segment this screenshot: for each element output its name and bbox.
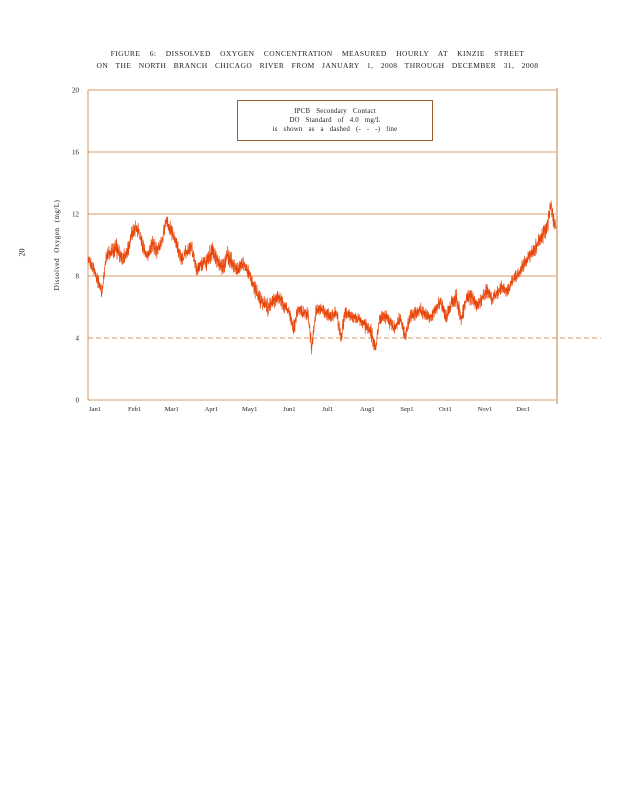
x-tick-label: Jan1 (89, 406, 101, 413)
x-tick-label: Mar1 (165, 406, 179, 413)
x-tick-label: Aug1 (360, 406, 375, 413)
legend-line-3: is shown as a dashed (- - -) line (272, 126, 398, 134)
x-tick-label: Nov1 (478, 406, 493, 413)
figure-title: FIGURE 6: DISSOLVED OXYGEN CONCENTRATION… (95, 49, 540, 71)
x-tick-label: Jun1 (283, 406, 295, 413)
x-tick-label: Jul1 (322, 406, 333, 413)
y-tick-label: 16 (72, 149, 80, 157)
x-tick-label: Dec1 (516, 406, 530, 413)
legend-box: IPCB Secondary Contact DO Standard of 4.… (237, 100, 433, 141)
legend-line-1: IPCB Secondary Contact (294, 107, 376, 115)
x-tick-label: Feb1 (128, 406, 141, 413)
y-tick-label: 4 (76, 335, 80, 343)
x-tick-label: May1 (242, 406, 257, 413)
legend-line-2: DO Standard of 4.0 mg/L (289, 116, 381, 124)
page-number: 20 (17, 248, 27, 257)
x-tick-label: Oct1 (439, 406, 452, 413)
figure-title-line-1: FIGURE 6: DISSOLVED OXYGEN CONCENTRATION… (110, 49, 525, 58)
do-data-series (87, 200, 557, 355)
y-tick-label: 0 (76, 397, 80, 405)
x-tick-label: Sep1 (400, 406, 413, 413)
y-tick-label: 20 (72, 87, 80, 95)
figure-title-line-2: ON THE NORTH BRANCH CHICAGO RIVER FROM J… (96, 61, 539, 71)
x-tick-label: Apr1 (205, 406, 219, 413)
y-tick-label: 12 (72, 211, 80, 219)
y-tick-label: 8 (76, 273, 80, 281)
y-axis-label: Dissolved Oxygen (mg/L) (53, 199, 61, 291)
